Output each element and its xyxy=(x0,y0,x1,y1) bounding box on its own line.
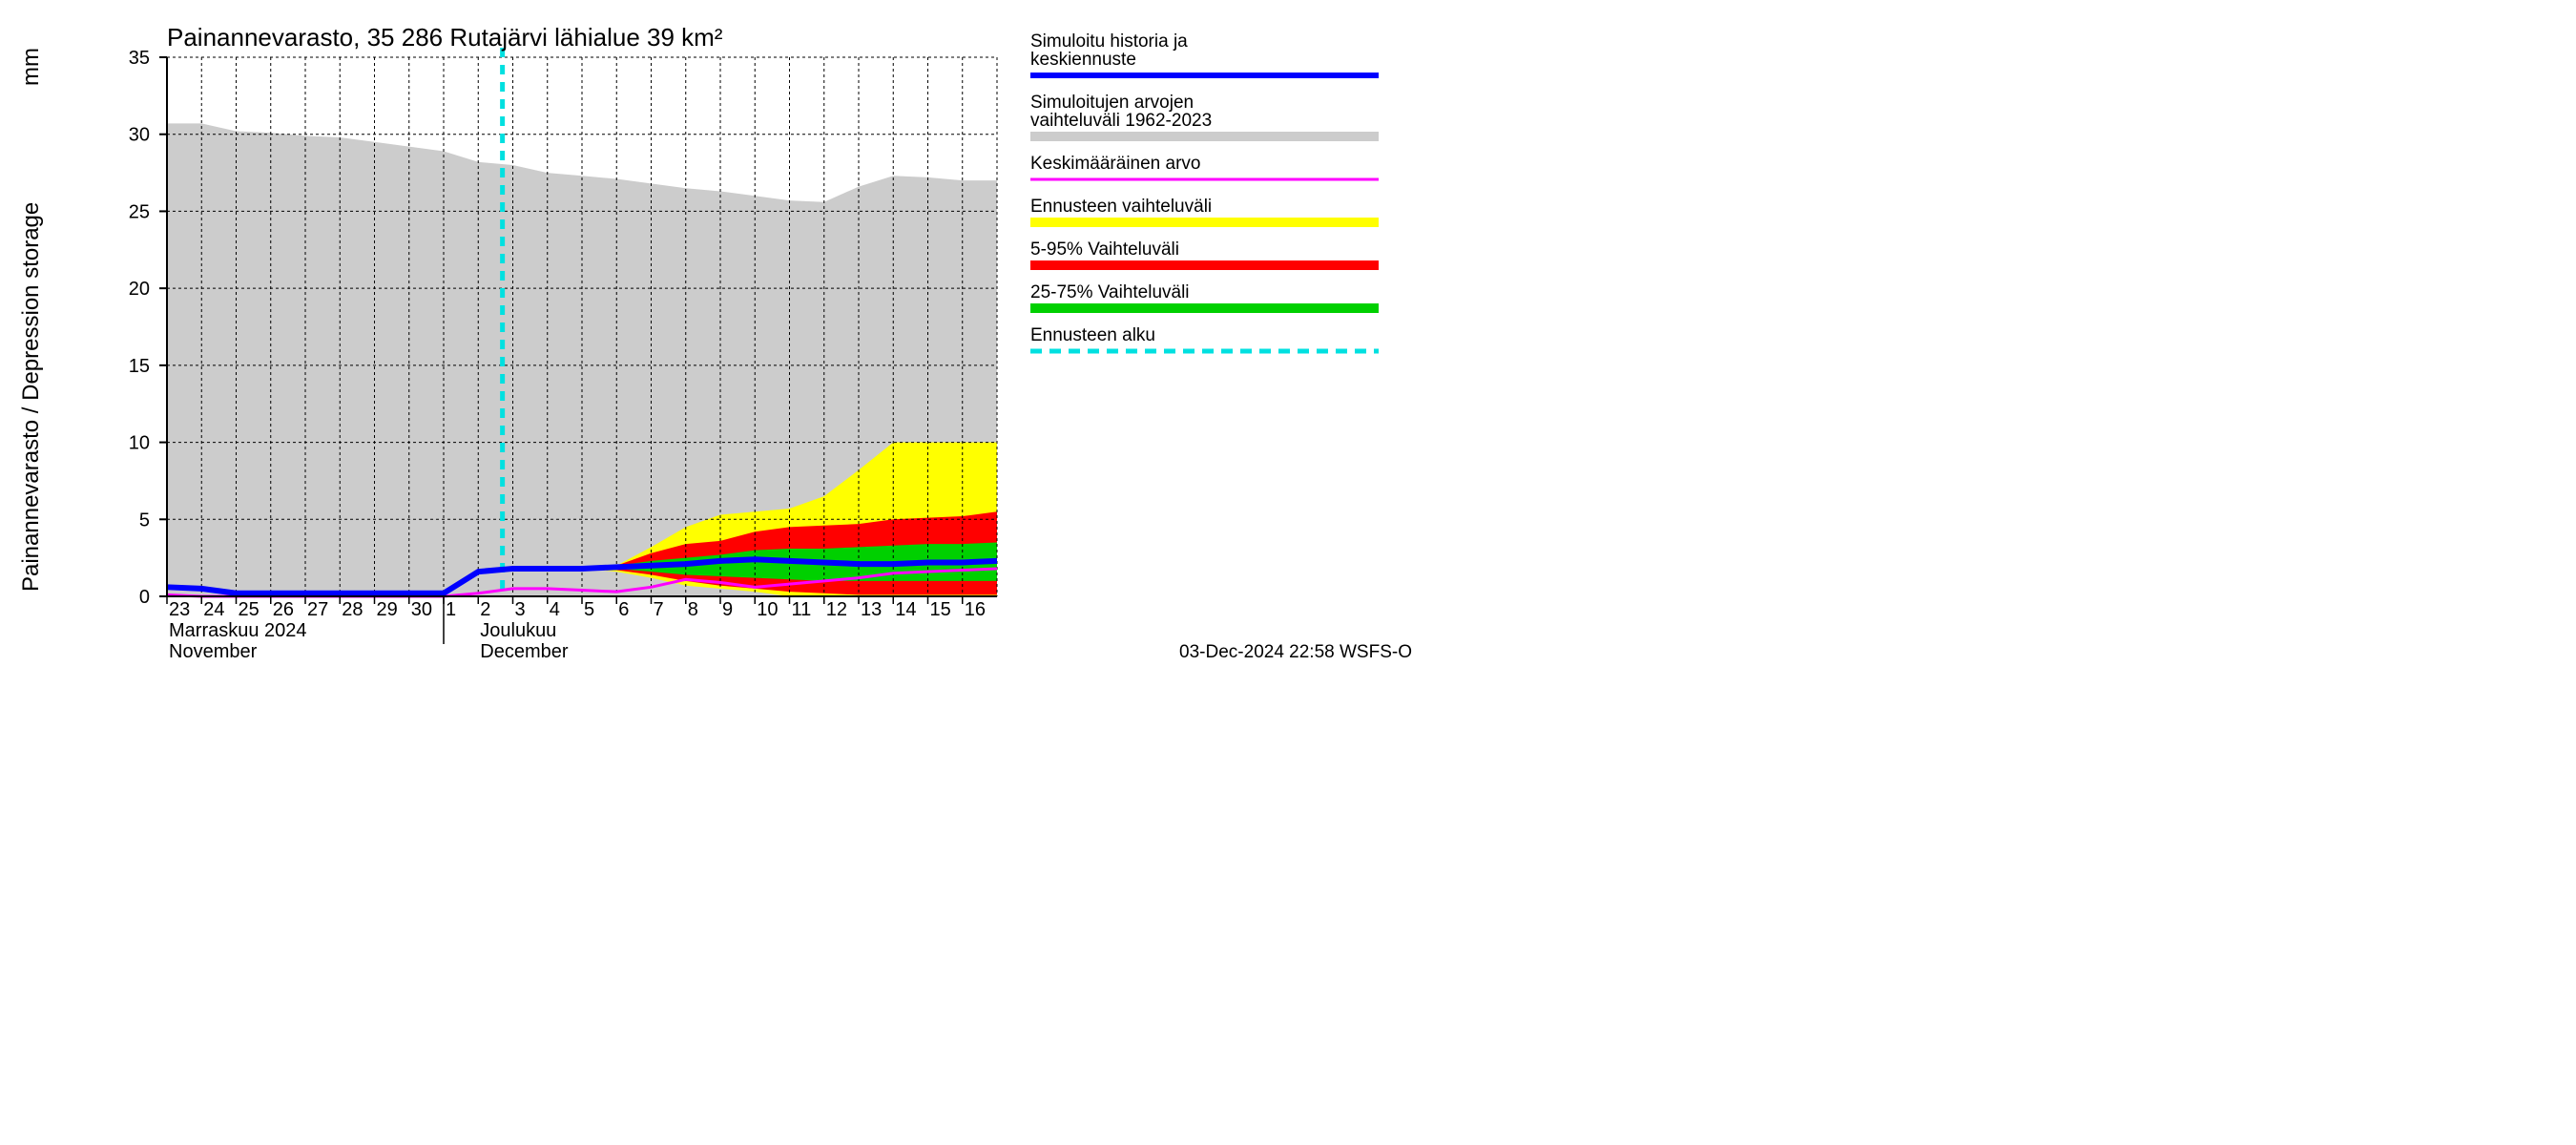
x-tick-label: 14 xyxy=(895,599,916,620)
legend-label: Keskimääräinen arvo xyxy=(1030,154,1200,174)
x-tick-label: 10 xyxy=(757,599,778,620)
chart-title: Painannevarasto, 35 286 Rutajärvi lähial… xyxy=(167,23,723,52)
legend-swatch xyxy=(1030,260,1379,270)
x-tick-label: 12 xyxy=(826,599,847,620)
x-tick-label: 15 xyxy=(930,599,951,620)
y-tick-label: 15 xyxy=(129,356,150,377)
x-tick-label: 6 xyxy=(618,599,629,620)
x-tick-label: 26 xyxy=(273,599,294,620)
legend-label: Simuloitujen arvojen xyxy=(1030,93,1194,113)
legend-label: Simuloitu historia ja xyxy=(1030,31,1188,52)
legend-swatch xyxy=(1030,303,1379,313)
x-tick-label: 1 xyxy=(446,599,456,620)
y-tick-label: 5 xyxy=(139,510,150,531)
x-tick-label: 16 xyxy=(965,599,986,620)
legend-label: Ennusteen vaihteluväli xyxy=(1030,197,1212,217)
x-tick-label: 27 xyxy=(307,599,328,620)
y-tick-label: 35 xyxy=(129,48,150,69)
x-tick-label: 3 xyxy=(515,599,526,620)
month-label: Marraskuu 2024 xyxy=(169,620,307,641)
x-tick-label: 4 xyxy=(550,599,560,620)
x-tick-label: 2 xyxy=(480,599,490,620)
x-tick-label: 29 xyxy=(377,599,398,620)
x-tick-label: 25 xyxy=(239,599,260,620)
y-tick-label: 10 xyxy=(129,433,150,454)
month-label: December xyxy=(480,641,569,662)
x-tick-label: 23 xyxy=(169,599,190,620)
legend-label: Ennusteen alku xyxy=(1030,325,1155,345)
x-tick-label: 13 xyxy=(861,599,882,620)
y-axis-label: Painannevarasto / Depression storage xyxy=(18,202,44,592)
month-label: November xyxy=(169,641,258,662)
x-tick-label: 5 xyxy=(584,599,594,620)
legend-label: 25-75% Vaihteluväli xyxy=(1030,282,1190,302)
x-tick-label: 8 xyxy=(688,599,698,620)
x-tick-label: 24 xyxy=(203,599,224,620)
x-tick-label: 28 xyxy=(342,599,363,620)
x-tick-label: 7 xyxy=(654,599,664,620)
footer-timestamp: 03-Dec-2024 22:58 WSFS-O xyxy=(1179,642,1412,662)
x-tick-label: 11 xyxy=(792,599,812,620)
chart-svg: 0510152025303523242526272829301234567891… xyxy=(0,0,1431,668)
legend-label: 5-95% Vaihteluväli xyxy=(1030,239,1179,260)
y-axis-unit: mm xyxy=(18,48,44,86)
y-tick-label: 0 xyxy=(139,587,150,608)
month-label: Joulukuu xyxy=(480,620,556,641)
legend-swatch xyxy=(1030,132,1379,141)
legend-label: keskiennuste xyxy=(1030,50,1136,70)
y-tick-label: 20 xyxy=(129,279,150,300)
y-tick-label: 30 xyxy=(129,125,150,146)
x-tick-label: 9 xyxy=(722,599,733,620)
legend-swatch xyxy=(1030,218,1379,227)
x-tick-label: 30 xyxy=(411,599,432,620)
legend-label: vaihteluväli 1962-2023 xyxy=(1030,111,1212,131)
chart-container: 0510152025303523242526272829301234567891… xyxy=(0,0,1431,668)
y-tick-label: 25 xyxy=(129,201,150,222)
